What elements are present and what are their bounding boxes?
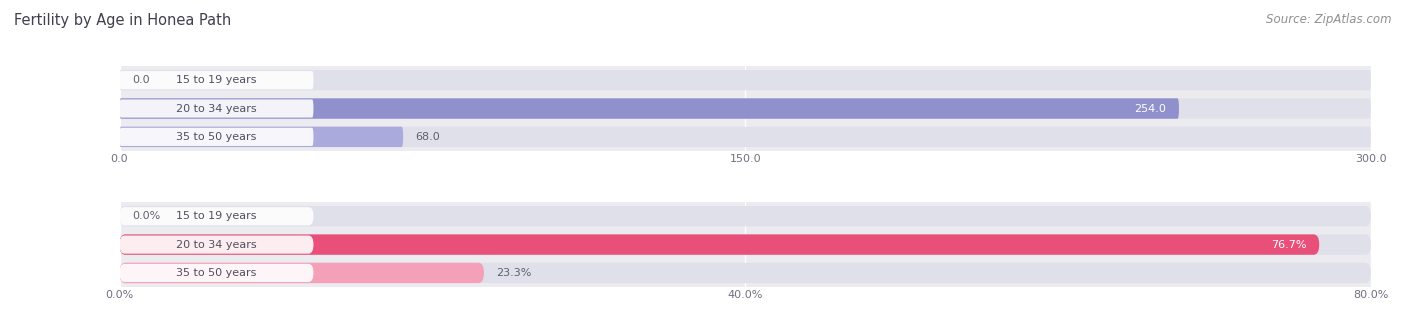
FancyBboxPatch shape <box>120 234 1319 255</box>
FancyBboxPatch shape <box>120 99 314 117</box>
Text: Source: ZipAtlas.com: Source: ZipAtlas.com <box>1267 13 1392 26</box>
FancyBboxPatch shape <box>120 206 1371 226</box>
Text: 35 to 50 years: 35 to 50 years <box>176 132 257 142</box>
FancyBboxPatch shape <box>120 98 1180 119</box>
Text: 0.0: 0.0 <box>132 75 149 85</box>
Text: 68.0: 68.0 <box>416 132 440 142</box>
FancyBboxPatch shape <box>120 236 314 254</box>
Text: 15 to 19 years: 15 to 19 years <box>176 75 257 85</box>
Text: 23.3%: 23.3% <box>496 268 531 278</box>
Text: Fertility by Age in Honea Path: Fertility by Age in Honea Path <box>14 13 232 28</box>
Text: 35 to 50 years: 35 to 50 years <box>176 268 257 278</box>
FancyBboxPatch shape <box>120 234 1371 255</box>
Text: 0.0%: 0.0% <box>132 211 160 221</box>
FancyBboxPatch shape <box>120 263 484 283</box>
Text: 15 to 19 years: 15 to 19 years <box>176 211 257 221</box>
FancyBboxPatch shape <box>120 71 314 89</box>
Text: 76.7%: 76.7% <box>1271 240 1306 249</box>
FancyBboxPatch shape <box>120 127 404 147</box>
FancyBboxPatch shape <box>120 127 1371 147</box>
FancyBboxPatch shape <box>120 264 314 282</box>
FancyBboxPatch shape <box>120 128 314 146</box>
FancyBboxPatch shape <box>120 207 314 225</box>
FancyBboxPatch shape <box>120 70 1371 90</box>
Text: 20 to 34 years: 20 to 34 years <box>176 104 257 114</box>
FancyBboxPatch shape <box>120 263 1371 283</box>
FancyBboxPatch shape <box>120 98 1371 119</box>
Text: 20 to 34 years: 20 to 34 years <box>176 240 257 249</box>
Text: 254.0: 254.0 <box>1135 104 1167 114</box>
